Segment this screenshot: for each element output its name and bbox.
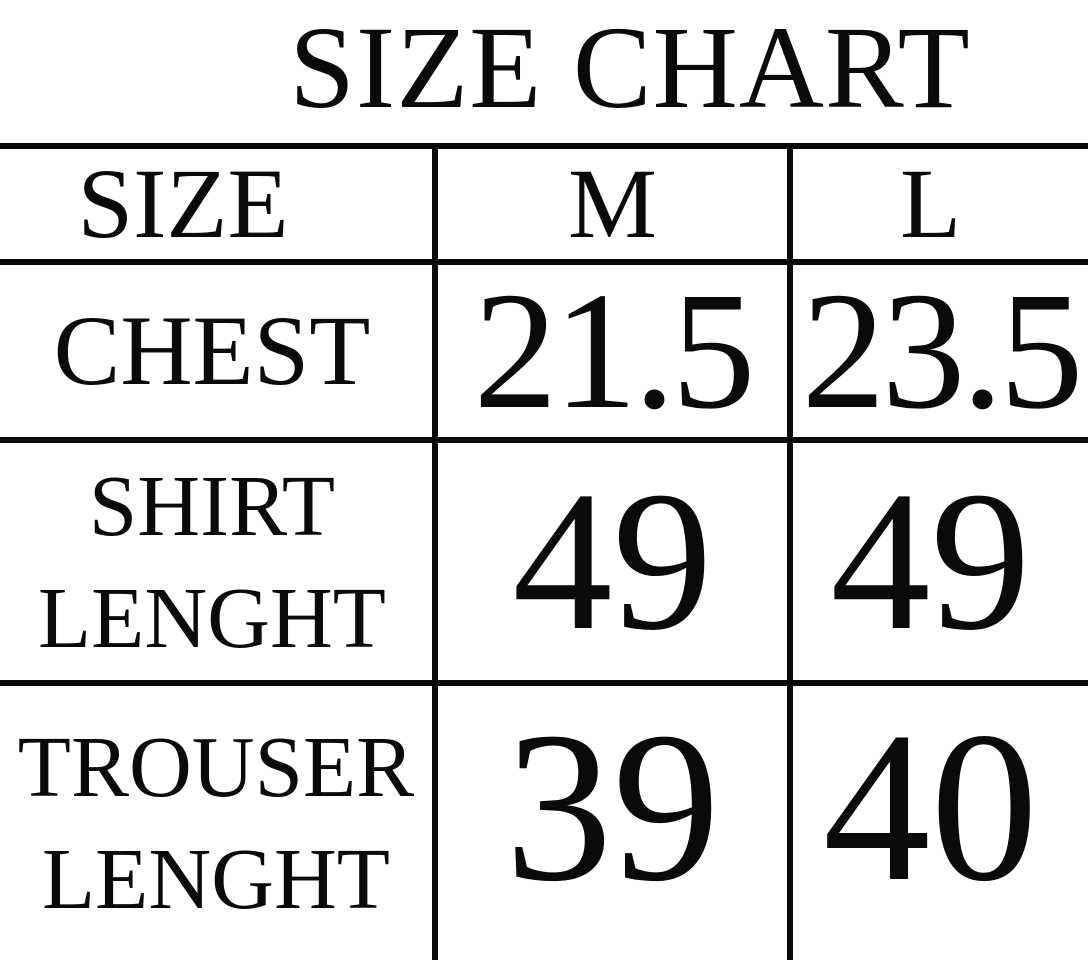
column-divider (787, 146, 793, 960)
label-line: SHIRT (88, 456, 336, 554)
row-label-chest: CHEST (0, 265, 424, 437)
label-line: CHEST (53, 295, 371, 406)
label-line: LENGHT (38, 568, 386, 666)
row-label-shirt-length: SHIRT LENGHT (0, 443, 424, 680)
row-divider (0, 680, 1088, 686)
shirt-length-m-value: 49 (512, 450, 713, 672)
header-size: SIZE (77, 148, 289, 259)
shirt-length-l-value: 49 (830, 450, 1031, 672)
label-line: LENGHT (42, 830, 390, 927)
label-line: TROUSER (17, 718, 415, 815)
header-l: L (899, 148, 962, 259)
table-border-top (0, 143, 1088, 149)
row-divider (0, 259, 1088, 265)
header-m: M (568, 148, 657, 259)
row-label-trouser-length: TROUSER LENGHT (0, 686, 432, 960)
trouser-length-m-value: 39 (505, 686, 720, 926)
row-divider (0, 437, 1088, 443)
chest-m-value: 21.5 (473, 258, 756, 444)
column-divider (432, 146, 438, 960)
trouser-length-l-value: 40 (823, 686, 1038, 926)
chest-l-value: 23.5 (801, 258, 1084, 444)
page-title: SIZE CHART (289, 2, 971, 133)
